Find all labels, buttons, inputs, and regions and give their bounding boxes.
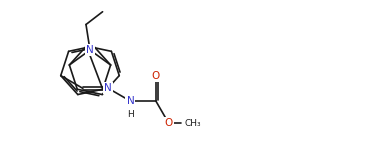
Text: O: O [152,71,160,81]
Text: H: H [127,110,134,119]
Text: N: N [86,45,94,55]
Text: N: N [126,96,134,106]
Text: CH₃: CH₃ [185,119,201,128]
Text: N: N [105,83,112,93]
Text: O: O [164,118,173,128]
